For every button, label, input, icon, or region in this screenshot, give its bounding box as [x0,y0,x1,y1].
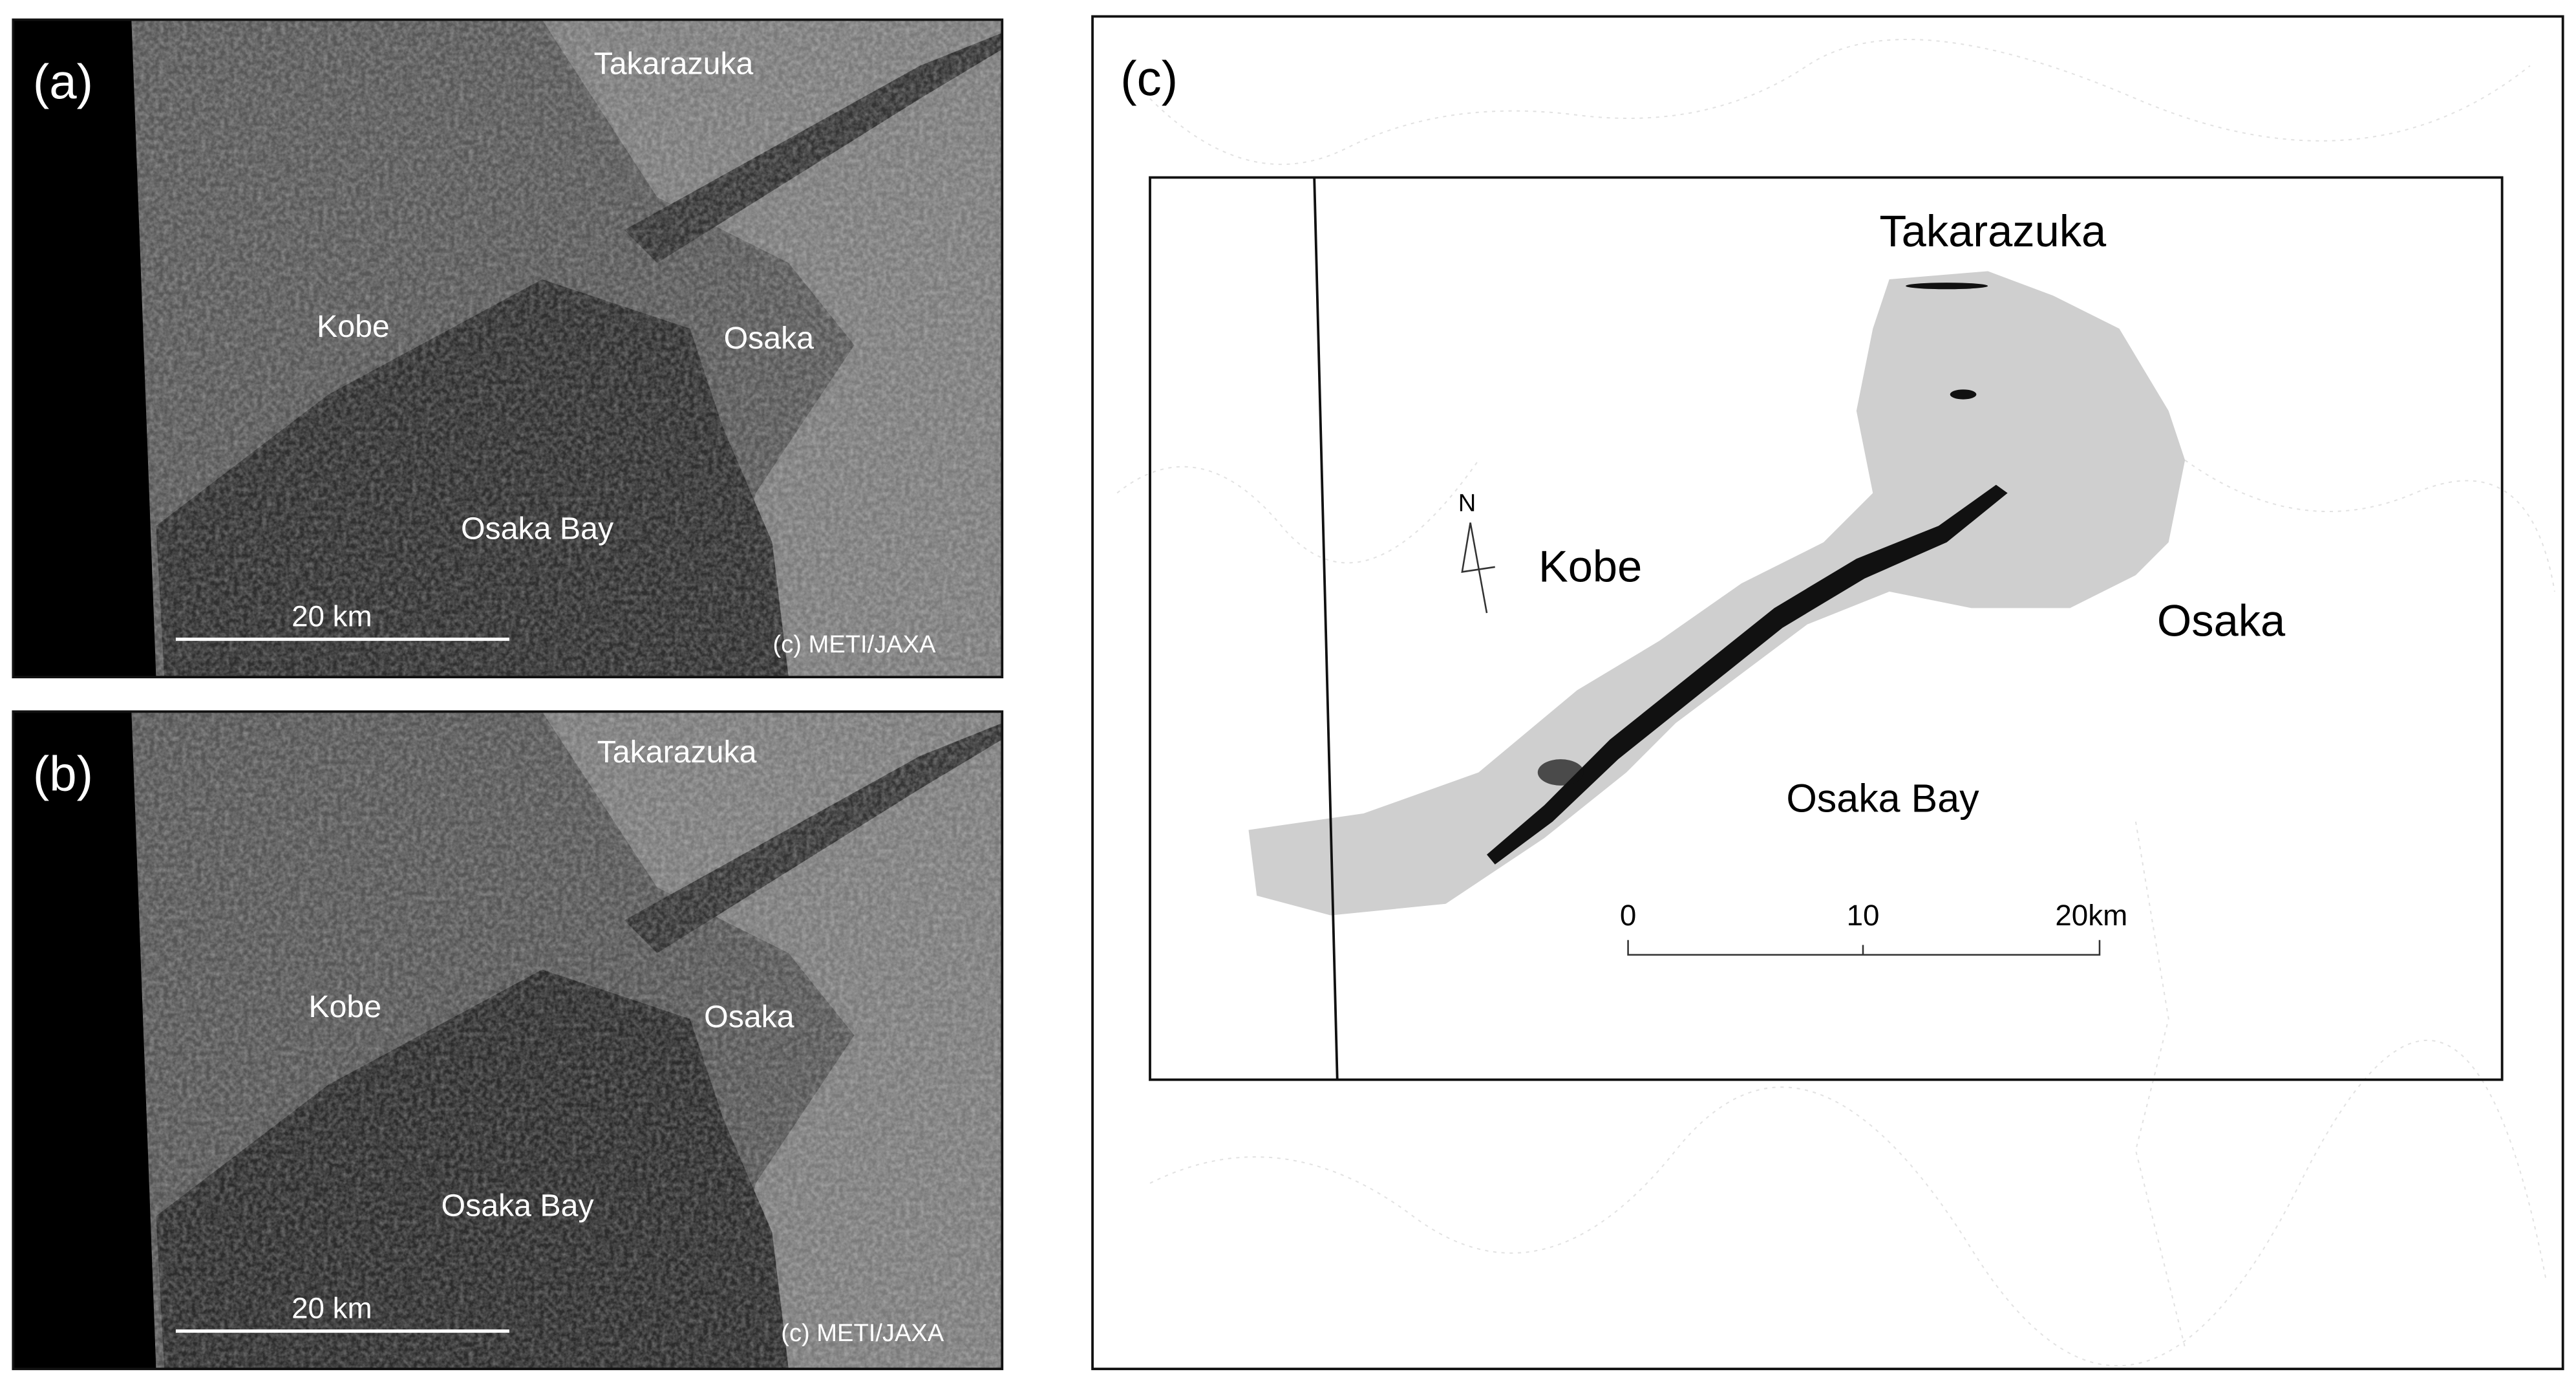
north-arrow [1461,522,1495,614]
place-label: Osaka [2157,596,2286,646]
boundary-lines [1116,39,2555,1367]
place-label: Osaka Bay [442,1188,595,1223]
panel-label: (b) [33,746,93,801]
satellite-image-a [13,19,1003,678]
panel-frame [12,18,1004,678]
panel-frame [12,710,1004,1370]
place-label: Takarazuka [594,46,754,81]
damage-points [1487,283,2008,865]
swath-edge [1313,177,1339,1080]
satellite-image-b [13,711,1003,1370]
credit: (c) METI/JAXA [773,630,937,658]
place-label: Osaka Bay [461,511,614,546]
place-label: Osaka [704,999,794,1034]
place-label: Takarazuka [597,735,757,769]
place-label: Osaka [724,321,814,356]
scale-label: 20 km [292,1291,372,1324]
place-label: Kobe [1538,542,1642,592]
panel-frame [1091,15,2564,1370]
scale-label: 20 km [292,599,372,632]
urban-area [1248,271,2186,916]
map-frame [1149,176,2504,1081]
scale-label: 0 [1620,899,1636,932]
scale-label: 10 [1847,899,1880,932]
north-label: N [1458,489,1476,517]
credit: (c) METI/JAXA [781,1319,944,1347]
scale-label: 20km [2055,899,2127,932]
place-label: Kobe [317,309,390,344]
panel-label: (c) [1120,51,1178,106]
place-label: Osaka Bay [1786,776,1979,820]
scale-bar [1627,940,2101,956]
panel-label: (a) [33,54,93,109]
place-label: Takarazuka [1879,206,2107,256]
place-label: Kobe [308,989,381,1024]
